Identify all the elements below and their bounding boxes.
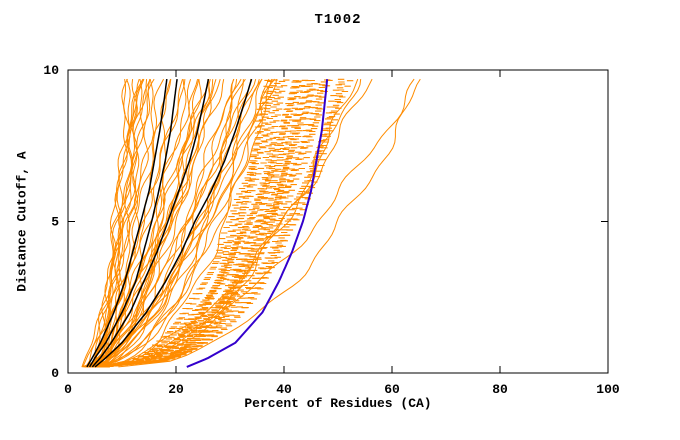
ensemble-curve	[92, 79, 202, 368]
ensemble-curve	[95, 78, 128, 367]
ensemble-curve	[96, 79, 151, 368]
ensemble-curve	[90, 78, 260, 368]
ensemble-curve	[89, 78, 221, 368]
ensemble-curve	[91, 78, 144, 368]
x-tick-label: 60	[384, 382, 400, 397]
ensemble-curve	[118, 78, 421, 368]
ensemble-curve	[86, 79, 186, 368]
ensemble-curve	[100, 78, 275, 368]
ensemble-curve	[95, 79, 187, 368]
ensemble-curve	[82, 79, 252, 368]
ensemble-curve	[82, 78, 145, 368]
highlight-curve	[94, 78, 253, 368]
ensemble-curve	[98, 78, 415, 368]
ensemble-curve	[96, 78, 373, 368]
axes-frame	[67, 69, 609, 374]
ensemble-curve	[96, 78, 131, 368]
x-tick-label: 100	[596, 382, 620, 397]
x-tick-label: 20	[168, 382, 184, 397]
ensemble-curve	[93, 79, 362, 368]
ensemble-curve	[92, 78, 140, 368]
highlight-curve	[86, 79, 168, 368]
ensemble-curve	[88, 78, 171, 368]
x-tick-label: 40	[276, 382, 292, 397]
x-tick-label: 80	[492, 382, 508, 397]
highlight-curve	[91, 78, 210, 368]
ensemble-curve	[91, 78, 212, 368]
chart-title: T1002	[314, 12, 362, 28]
x-axis-label: Percent of Residues (CA)	[244, 396, 432, 411]
best-model-curve	[186, 78, 329, 368]
ensemble-curve	[99, 79, 244, 368]
ensemble-curve	[96, 78, 235, 368]
ensemble-curve	[88, 78, 183, 368]
ensemble-curve-hatched	[99, 81, 345, 368]
ensemble-curve	[89, 78, 154, 368]
x-tick-label: 0	[64, 382, 72, 397]
y-tick-label: 5	[51, 215, 59, 230]
ensemble-curve	[96, 78, 359, 368]
y-tick-label: 10	[43, 63, 59, 78]
curves-layer	[81, 78, 421, 368]
y-tick-label: 0	[51, 366, 59, 381]
ensemble-curve	[98, 79, 214, 368]
highlight-curve	[88, 78, 178, 368]
ensemble-curve	[91, 79, 238, 368]
